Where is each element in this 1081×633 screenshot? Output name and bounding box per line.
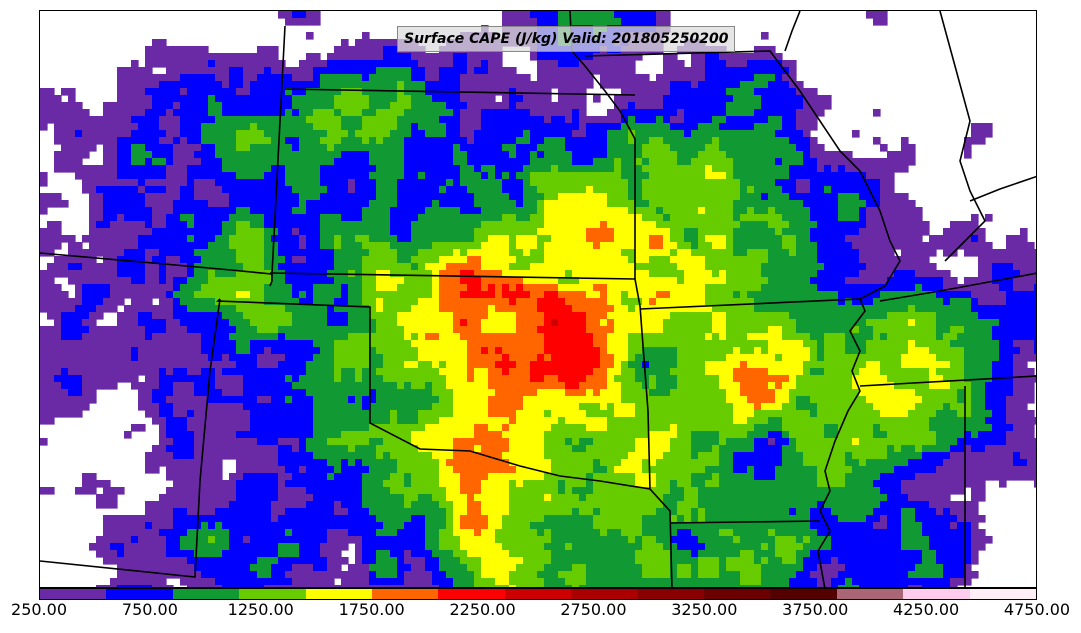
state-boundary-line bbox=[216, 298, 651, 490]
colorbar-tick-label: 250.00 bbox=[11, 600, 67, 619]
colorbar-tick-label: 750.00 bbox=[121, 600, 178, 619]
state-boundary-line bbox=[639, 305, 673, 587]
map-panel: Surface CAPE (J/kg) Valid: 201805250200 bbox=[39, 10, 1037, 588]
state-boundary-line bbox=[969, 175, 1036, 202]
cape-contour-map bbox=[40, 11, 1036, 587]
colorbar-segment bbox=[106, 589, 173, 599]
state-boundary-line bbox=[879, 272, 1036, 302]
colorbar-segment bbox=[172, 589, 240, 599]
colorbar-segment bbox=[704, 589, 771, 599]
colorbar-tick-label: 1750.00 bbox=[338, 600, 405, 619]
colorbar-tick-labels: 250.00 750.00 1250.00 1750.00 2250.00 2750.00… bbox=[0, 600, 1081, 630]
colorbar-tick-label: 3750.00 bbox=[782, 600, 849, 619]
colorbar-segment bbox=[239, 589, 306, 599]
state-boundary-line bbox=[284, 88, 636, 96]
state-boundary-line bbox=[40, 298, 221, 578]
state-boundary-line bbox=[40, 25, 286, 275]
state-boundary-line bbox=[859, 375, 1036, 387]
colorbar-tick-label: 2750.00 bbox=[560, 600, 627, 619]
colorbar-segment bbox=[770, 589, 837, 599]
colorbar-segment bbox=[372, 589, 439, 599]
state-boundary-line bbox=[269, 274, 273, 287]
colorbar-segment bbox=[305, 589, 373, 599]
colorbar-tick-label: 2250.00 bbox=[449, 600, 516, 619]
colorbar-segment bbox=[40, 589, 107, 599]
colorbar-tick-label: 4250.00 bbox=[893, 600, 960, 619]
state-boundary-line bbox=[669, 520, 821, 524]
colorbar-tick-label: 1250.00 bbox=[227, 600, 294, 619]
colorbar-segment bbox=[504, 589, 572, 599]
colorbar-segment bbox=[903, 589, 970, 599]
state-boundary-line bbox=[269, 272, 636, 280]
colorbar-segment bbox=[836, 589, 904, 599]
state-boundaries bbox=[40, 11, 1036, 587]
state-boundary-line bbox=[784, 11, 801, 52]
colorbar-segment bbox=[969, 589, 1037, 599]
state-boundary-line bbox=[939, 11, 986, 262]
colorbar-tick-label: 4750.00 bbox=[1003, 600, 1071, 619]
state-boundary-line bbox=[639, 298, 866, 587]
state-boundary-line bbox=[569, 11, 641, 307]
colorbar bbox=[39, 588, 1037, 600]
state-boundary-line bbox=[584, 50, 901, 300]
colorbar-segment bbox=[438, 589, 505, 599]
colorbar-tick-label: 3250.00 bbox=[671, 600, 738, 619]
colorbar-segment bbox=[571, 589, 638, 599]
colorbar-segment bbox=[637, 589, 705, 599]
map-title: Surface CAPE (J/kg) Valid: 201805250200 bbox=[397, 26, 736, 52]
